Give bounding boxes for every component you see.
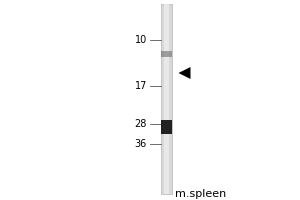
Text: 10: 10 xyxy=(135,35,147,45)
Bar xyxy=(160,4,172,194)
Polygon shape xyxy=(178,67,190,79)
Text: m.spleen: m.spleen xyxy=(176,189,226,199)
Bar xyxy=(160,120,172,134)
Bar xyxy=(160,50,172,58)
Text: 36: 36 xyxy=(135,139,147,149)
Text: 17: 17 xyxy=(135,81,147,91)
Text: 28: 28 xyxy=(135,119,147,129)
Bar xyxy=(164,4,169,194)
